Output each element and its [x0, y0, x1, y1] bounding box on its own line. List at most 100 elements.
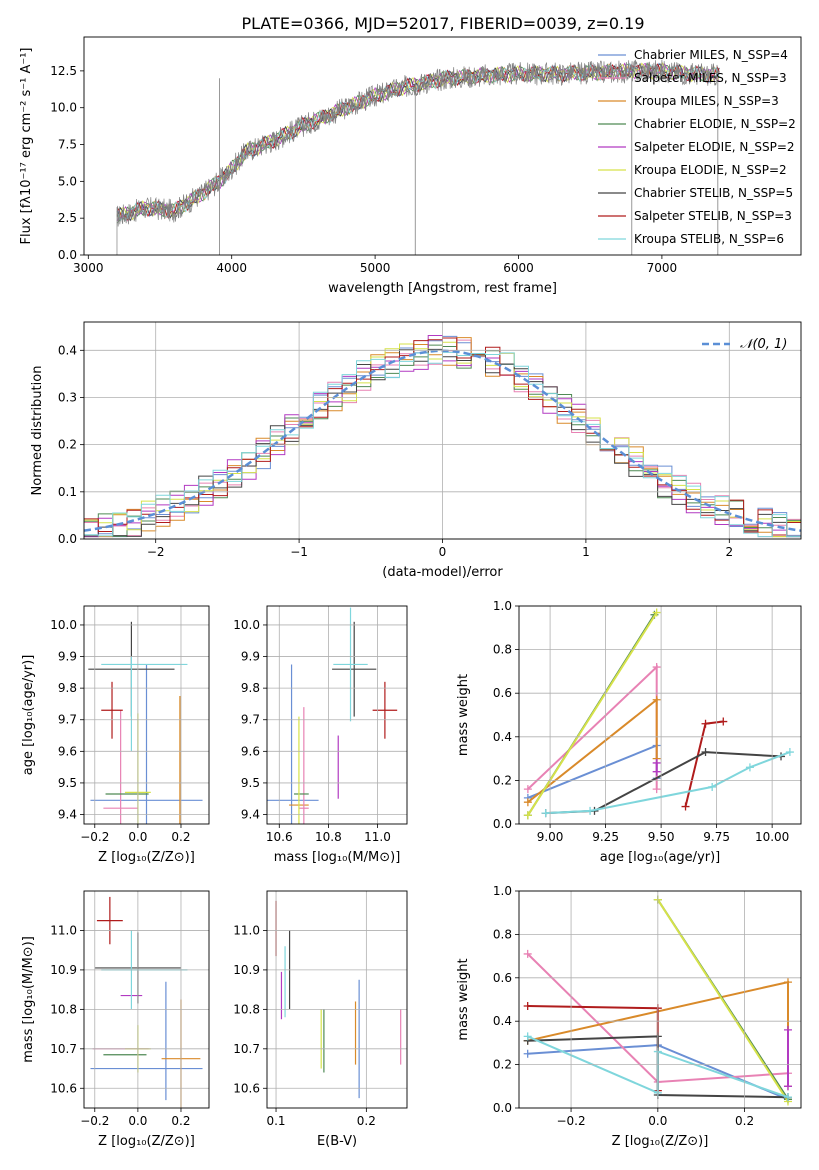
- weight-marker: [523, 811, 532, 820]
- x-axis-label: age [log₁₀(age/yr)]: [600, 850, 721, 865]
- x-tick-label: 1: [582, 545, 590, 559]
- y-tick-label: 11.0: [233, 923, 260, 937]
- x-tick-label: 6000: [503, 261, 534, 275]
- y-tick-label: 1.0: [493, 599, 512, 613]
- y-tick-label: 10.6: [50, 1081, 77, 1095]
- x-tick-label: 4000: [216, 261, 247, 275]
- x-axis-label: (data-model)/error: [382, 565, 503, 580]
- model-line: [116, 63, 720, 222]
- y-tick-label: 0.0: [58, 532, 77, 546]
- plot-area: [267, 607, 398, 824]
- weight-marker: [652, 785, 661, 794]
- y-tick-label: 0.2: [58, 438, 77, 452]
- x-axis-label: wavelength [Angstrom, rest frame]: [328, 281, 557, 296]
- chart-age-vs-mass: 10.6 10.8 11.0 9.4 9.5 9.6 9.7 9.8 9.9 10.0 mass […: [233, 605, 408, 865]
- x-tick-label: 7000: [647, 261, 678, 275]
- weight-marker: [652, 758, 661, 767]
- axes-frame: [83, 36, 802, 256]
- weight-marker: [541, 809, 550, 818]
- axes-frame: [518, 890, 802, 1109]
- weight-marker: [783, 1082, 792, 1091]
- y-tick-label: 0.1: [58, 485, 77, 499]
- y-tick-label: 9.5: [58, 776, 77, 790]
- y-tick-label: 10.9: [233, 963, 260, 977]
- y-axis-label: mass [log₁₀(M/M⊙)]: [21, 936, 36, 1063]
- x-tick-label: 0.0: [128, 830, 147, 844]
- y-tick-label: 9.8: [58, 681, 77, 695]
- y-tick-label: 9.9: [58, 650, 77, 664]
- y-tick-label: 10.0: [233, 618, 260, 632]
- y-tick-label: 10.0: [50, 101, 77, 115]
- legend-label: Salpeter ELODIE, N_SSP=2: [634, 140, 795, 154]
- y-tick-label: 9.5: [241, 776, 260, 790]
- x-tick-label: 0.2: [171, 830, 190, 844]
- weight-marker: [783, 1025, 792, 1034]
- axes-frame: [518, 605, 802, 825]
- y-tick-label: 9.6: [58, 744, 77, 758]
- chart-age-vs-Z: −0.2 0.0 0.2 9.4 9.5 9.6 9.7 9.8 9.9 10.0 Z [log₁₀…: [21, 605, 210, 865]
- chart-mass-vs-ebv: 0.1 0.2 10.6 10.7 10.8 10.9 11.0 E(B-V): [233, 890, 408, 1149]
- legend-label: Chabrier ELODIE, N_SSP=2: [634, 117, 796, 131]
- y-tick-label: 7.5: [58, 138, 77, 152]
- y-tick-label: 0.4: [493, 1014, 512, 1028]
- plot-area: [88, 621, 203, 824]
- y-tick-label: 10.6: [233, 1081, 260, 1095]
- axes-frame: [83, 890, 210, 1109]
- x-tick-label: 9.25: [592, 830, 619, 844]
- legend-label: 𝒩(0, 1): [740, 337, 787, 352]
- weight-marker: [708, 782, 717, 791]
- weight-marker: [652, 767, 661, 776]
- weight-line: [545, 751, 791, 815]
- weight-marker: [523, 1049, 532, 1058]
- x-tick-label: 0.0: [648, 1114, 667, 1128]
- weight-marker: [719, 717, 728, 726]
- x-axis-label: mass [log₁₀(M/M⊙)]: [274, 850, 401, 865]
- y-tick-label: 0.8: [493, 643, 512, 657]
- y-tick-label: 9.8: [241, 681, 260, 695]
- axes-frame: [266, 890, 408, 1109]
- weight-marker: [701, 719, 710, 728]
- y-tick-label: 0.0: [493, 1101, 512, 1115]
- x-tick-label: 0.2: [171, 1114, 190, 1128]
- chart-residuals: 𝒩(0, 1) −2 −1 0 1 2 0.0 0.1 0.2 0.3 0.4 (data-model…: [30, 321, 802, 580]
- y-tick-label: 0.4: [493, 730, 512, 744]
- x-tick-label: 0.0: [128, 1114, 147, 1128]
- weight-marker: [783, 978, 792, 987]
- model-line: [116, 62, 720, 224]
- x-tick-label: 10.00: [755, 830, 789, 844]
- weight-marker: [783, 1093, 792, 1102]
- axes-frame: [266, 605, 408, 825]
- y-tick-label: 0.6: [493, 686, 512, 700]
- y-tick-label: 5.0: [58, 174, 77, 188]
- y-tick-label: 9.7: [241, 713, 260, 727]
- y-tick-label: 9.6: [241, 744, 260, 758]
- x-tick-label: 0.1: [266, 1114, 285, 1128]
- weight-line: [656, 899, 789, 1103]
- weight-marker: [701, 748, 710, 757]
- x-tick-label: 10.8: [315, 830, 342, 844]
- weight-marker: [785, 748, 794, 757]
- weight-marker: [523, 949, 532, 958]
- x-tick-label: 0: [439, 545, 447, 559]
- weight-marker: [681, 802, 690, 811]
- y-tick-label: 10.0: [50, 618, 77, 632]
- legend-label: Salpeter MILES, N_SSP=3: [634, 71, 787, 85]
- x-tick-label: 5000: [360, 261, 391, 275]
- x-axis-label: Z [log₁₀(Z/Z⊙)]: [98, 850, 195, 865]
- weight-marker: [523, 1032, 532, 1041]
- weight-marker: [652, 663, 661, 672]
- x-tick-label: 11.0: [364, 830, 391, 844]
- x-tick-label: −1: [290, 545, 308, 559]
- y-tick-label: 12.5: [50, 64, 77, 78]
- weight-marker: [652, 695, 661, 704]
- y-tick-label: 9.9: [241, 650, 260, 664]
- y-tick-label: 0.8: [493, 927, 512, 941]
- chart-mass-vs-Z: −0.2 0.0 0.2 10.6 10.7 10.8 10.9 11.0 Z [log₁₀(Z…: [21, 890, 210, 1149]
- x-tick-label: −0.2: [80, 1114, 109, 1128]
- x-tick-label: 0.2: [357, 1114, 376, 1128]
- weight-marker: [652, 608, 661, 617]
- y-axis-label: mass weight: [456, 674, 471, 756]
- y-axis-label: mass weight: [456, 958, 471, 1040]
- plot-area: [523, 608, 794, 820]
